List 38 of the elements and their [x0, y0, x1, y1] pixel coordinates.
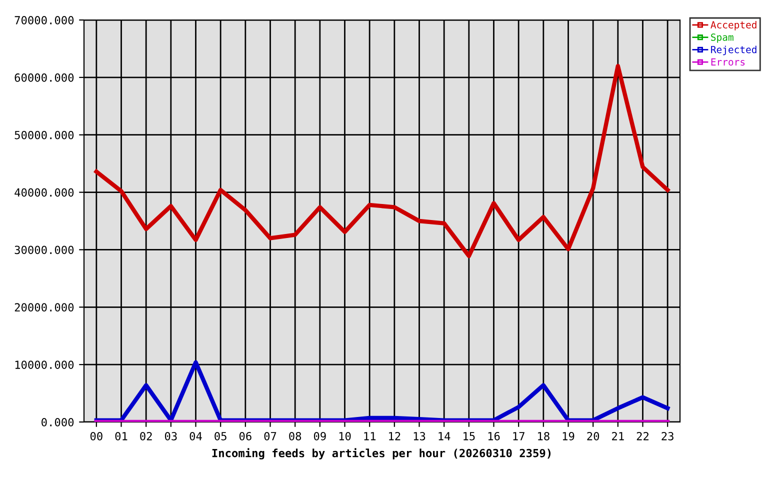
x-tick-label: 11 — [364, 432, 376, 440]
x-tick-label: 10 — [339, 432, 351, 440]
legend-label: Errors — [711, 58, 745, 66]
x-axis-title: Incoming feeds by articles per hour (20260310 2359) — [212, 448, 551, 460]
x-tick-label: 05 — [214, 432, 226, 440]
legend-label: Rejected — [711, 46, 756, 56]
y-tick-label: 60000.000 — [14, 73, 74, 82]
x-tick-label: 12 — [389, 432, 400, 440]
x-tick-label: 06 — [239, 432, 252, 440]
x-tick-label: 13 — [414, 432, 426, 440]
x-tick-label: 16 — [488, 432, 500, 440]
y-tick-label: 30000.000 — [14, 246, 74, 254]
x-tick-label: 19 — [562, 432, 574, 440]
legend-label: Spam — [711, 34, 734, 43]
x-tick-label: 14 — [438, 432, 450, 440]
x-tick-label: 01 — [115, 432, 128, 440]
x-tick-label: 18 — [538, 432, 550, 440]
y-tick-label: 0.000 — [42, 418, 74, 426]
y-tick-label: 40000.000 — [14, 188, 74, 197]
y-tick-label: 70000.000 — [14, 16, 74, 24]
x-tick-label: 20 — [587, 432, 600, 440]
x-tick-label: 21 — [612, 432, 624, 440]
line-series — [94, 64, 670, 258]
x-tick-label: 23 — [662, 432, 674, 440]
x-tick-label: 08 — [289, 432, 302, 440]
x-tick-label: 15 — [464, 432, 475, 440]
x-tick-label: 07 — [264, 432, 276, 440]
x-tick-label: 02 — [140, 432, 152, 440]
y-tick-label: 50000.000 — [14, 130, 74, 140]
x-tick-label: 22 — [636, 432, 648, 440]
x-tick-label: 04 — [190, 432, 202, 440]
x-tick-label: 00 — [90, 432, 102, 440]
x-tick-label: 17 — [513, 432, 524, 440]
legend-label: Accepted — [710, 20, 756, 30]
y-tick-label: 10000.000 — [15, 360, 74, 369]
x-tick-label: 09 — [314, 432, 326, 440]
y-tick-label: 20000.000 — [14, 303, 74, 312]
x-tick-label: 03 — [164, 432, 177, 440]
